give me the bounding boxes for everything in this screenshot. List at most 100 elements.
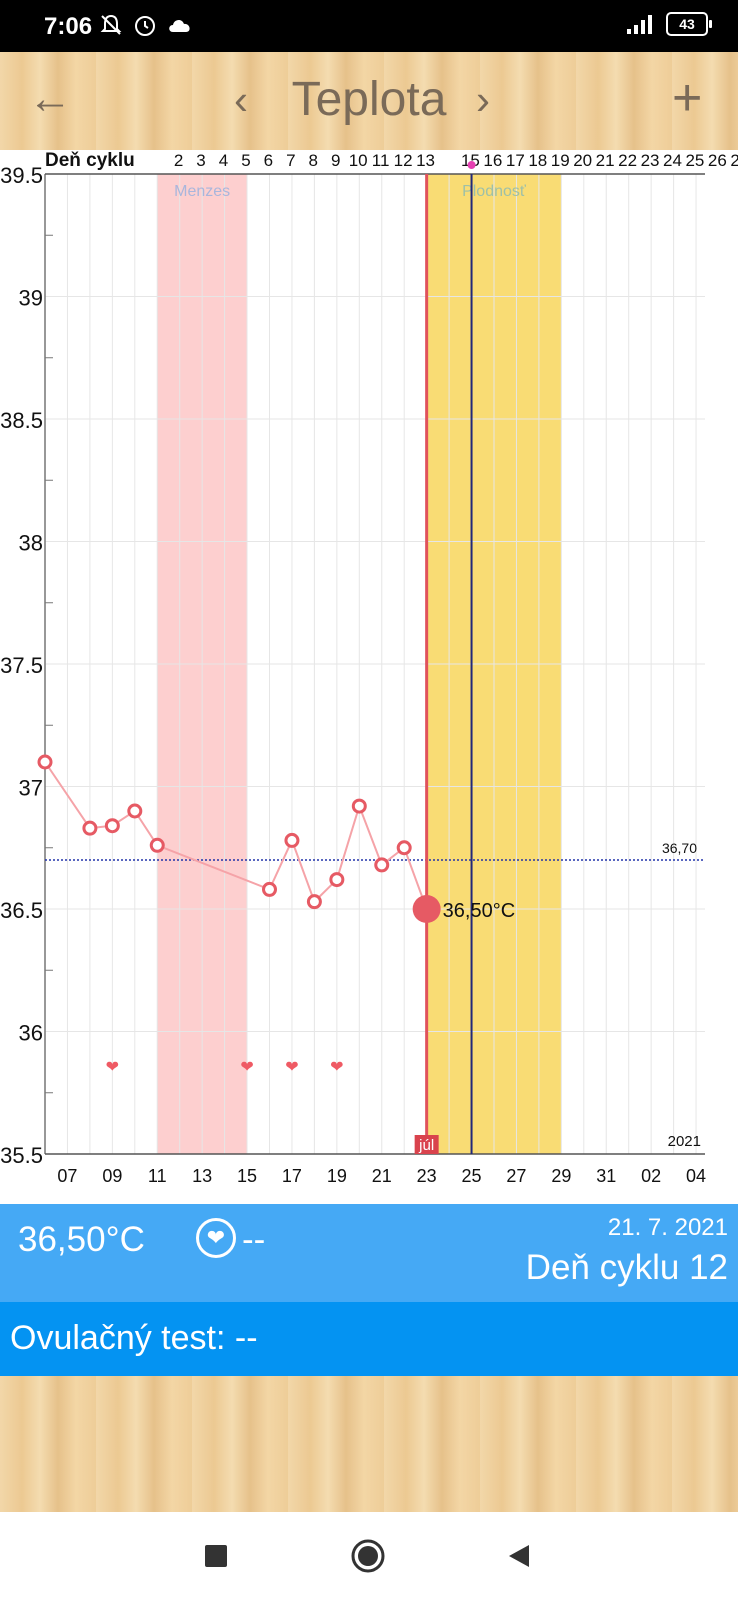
month-label-box <box>414 1135 439 1154</box>
x-date-label: 25 <box>462 1166 482 1186</box>
battery-level: 43 <box>679 16 695 32</box>
x-date-label: 07 <box>57 1166 77 1186</box>
page-title: Teplota <box>291 73 447 126</box>
cycle-day-label: 21 <box>596 151 615 170</box>
cloud-icon <box>169 19 190 32</box>
heart-marker: ❤ <box>330 1057 343 1076</box>
intercourse-value: -- <box>242 1220 266 1259</box>
arrow-left-icon[interactable]: ← <box>28 74 72 123</box>
cycle-day-label: 23 <box>641 151 660 170</box>
x-date-label: 19 <box>327 1166 347 1186</box>
cycle-day-label: 27 <box>730 151 738 170</box>
recent-apps-icon[interactable] <box>192 1532 240 1580</box>
heart-icon[interactable]: ❤ <box>196 1218 236 1258</box>
cycle-day-label: 20 <box>573 151 592 170</box>
x-date-label: 31 <box>596 1166 616 1186</box>
temperature-point <box>37 754 53 770</box>
ovulation-test-label: Ovulačný test: -- <box>10 1319 258 1357</box>
y-tick-label: 36 <box>19 1021 43 1046</box>
temperature-point <box>374 857 390 873</box>
x-date-label: 15 <box>237 1166 257 1186</box>
y-tick-label: 38.5 <box>0 408 43 433</box>
heart-marker: ❤ <box>106 1057 119 1076</box>
temperature-point <box>306 894 322 910</box>
today-marker <box>467 161 476 169</box>
year-label: 2021 <box>668 1133 701 1150</box>
temperature-value: 36,50°C <box>18 1220 145 1259</box>
y-tick-label: 35.5 <box>0 1143 43 1168</box>
cycle-day-header: Deň cyklu <box>45 150 135 171</box>
cycle-day-label: 12 <box>394 151 413 170</box>
y-tick-label: 37 <box>19 776 43 801</box>
x-date-label: 29 <box>551 1166 571 1186</box>
plus-icon[interactable]: + <box>672 69 703 127</box>
temperature-point <box>149 837 165 853</box>
y-tick-label: 39 <box>19 286 43 311</box>
temperature-point <box>82 820 98 836</box>
heart-marker: ❤ <box>285 1057 298 1076</box>
temperature-point <box>262 881 277 897</box>
y-tick-label: 38 <box>19 531 43 556</box>
temperature-point <box>104 818 120 834</box>
cycle-day-label: 11 <box>372 151 390 170</box>
alarm-icon <box>135 16 155 36</box>
temperature-point <box>329 872 345 888</box>
status-time: 7:06 <box>44 13 93 40</box>
status-bar: 7:06 43 <box>0 0 738 52</box>
back-triangle-icon[interactable] <box>496 1532 544 1580</box>
cycle-day-label: 16 <box>483 151 502 170</box>
cycle-day-label: 8 <box>309 151 318 170</box>
cycle-day-label: 17 <box>506 151 525 170</box>
x-date-label: 04 <box>686 1166 706 1186</box>
chevron-right-icon[interactable]: › <box>476 76 490 123</box>
x-date-label: 17 <box>282 1166 302 1186</box>
signal-icon <box>627 15 652 34</box>
heart-marker: ❤ <box>240 1057 253 1076</box>
y-tick-label: 36.5 <box>0 898 43 923</box>
month-label: júl <box>418 1137 434 1154</box>
cycle-day-label: 13 <box>416 151 435 170</box>
cycle-day-label: 4 <box>219 151 228 170</box>
x-date-label: 11 <box>148 1166 167 1186</box>
home-icon[interactable] <box>344 1532 392 1580</box>
battery-icon: 43 <box>666 12 712 36</box>
cycle-day-label: 25 <box>685 151 704 170</box>
temperature-point <box>396 840 412 856</box>
cycle-day-label: 10 <box>349 151 368 170</box>
zone-label: Plodnosť <box>462 183 527 200</box>
bell-off-icon <box>100 14 122 35</box>
coverline-label: 36,70 <box>662 840 697 856</box>
cycle-day-label: 2 <box>174 151 183 170</box>
navigation-bar <box>0 1512 738 1600</box>
y-tick-label: 37.5 <box>0 653 43 678</box>
cycle-day-label: 6 <box>264 151 273 170</box>
y-tick-label: 39.5 <box>0 163 43 188</box>
temperature-point <box>351 798 367 814</box>
x-date-label: 23 <box>417 1166 437 1186</box>
cycle-day-label: 7 <box>286 151 295 170</box>
cycle-day-label: 5 <box>241 151 250 170</box>
app-bar: ← Teplota ‹ › + <box>0 52 738 150</box>
bottom-panel <box>0 1376 738 1512</box>
x-date-label: 27 <box>506 1166 526 1186</box>
selected-date: 21. 7. 2021 <box>607 1214 728 1241</box>
temperature-chart[interactable]: 39.5 39 38.5 38 37.5 37 36.5 36 35.5 Deň cyklu 2 3 4… <box>0 150 738 1204</box>
x-date-label: 09 <box>102 1166 122 1186</box>
cycle-day-label: 24 <box>663 151 682 170</box>
cycle-day-label: 19 <box>551 151 570 170</box>
ovulation-test-bar[interactable]: Ovulačný test: -- <box>0 1302 738 1376</box>
temperature-point <box>284 832 300 848</box>
cycle-day-label: 18 <box>528 151 547 170</box>
cycle-day-label: 9 <box>331 151 340 170</box>
x-date-label: 02 <box>641 1166 661 1186</box>
cycle-day-label: 22 <box>618 151 637 170</box>
cycle-day: Deň cyklu 12 <box>525 1248 728 1287</box>
info-bar: 36,50°C ❤ -- 21. 7. 2021 Deň cyklu 12 <box>0 1204 738 1302</box>
x-date-label: 13 <box>192 1166 212 1186</box>
temperature-point <box>127 803 143 819</box>
cycle-day-label: 3 <box>196 151 205 170</box>
cycle-day-label: 26 <box>708 151 727 170</box>
x-date-label: 21 <box>372 1166 392 1186</box>
chevron-left-icon[interactable]: ‹ <box>234 76 248 123</box>
